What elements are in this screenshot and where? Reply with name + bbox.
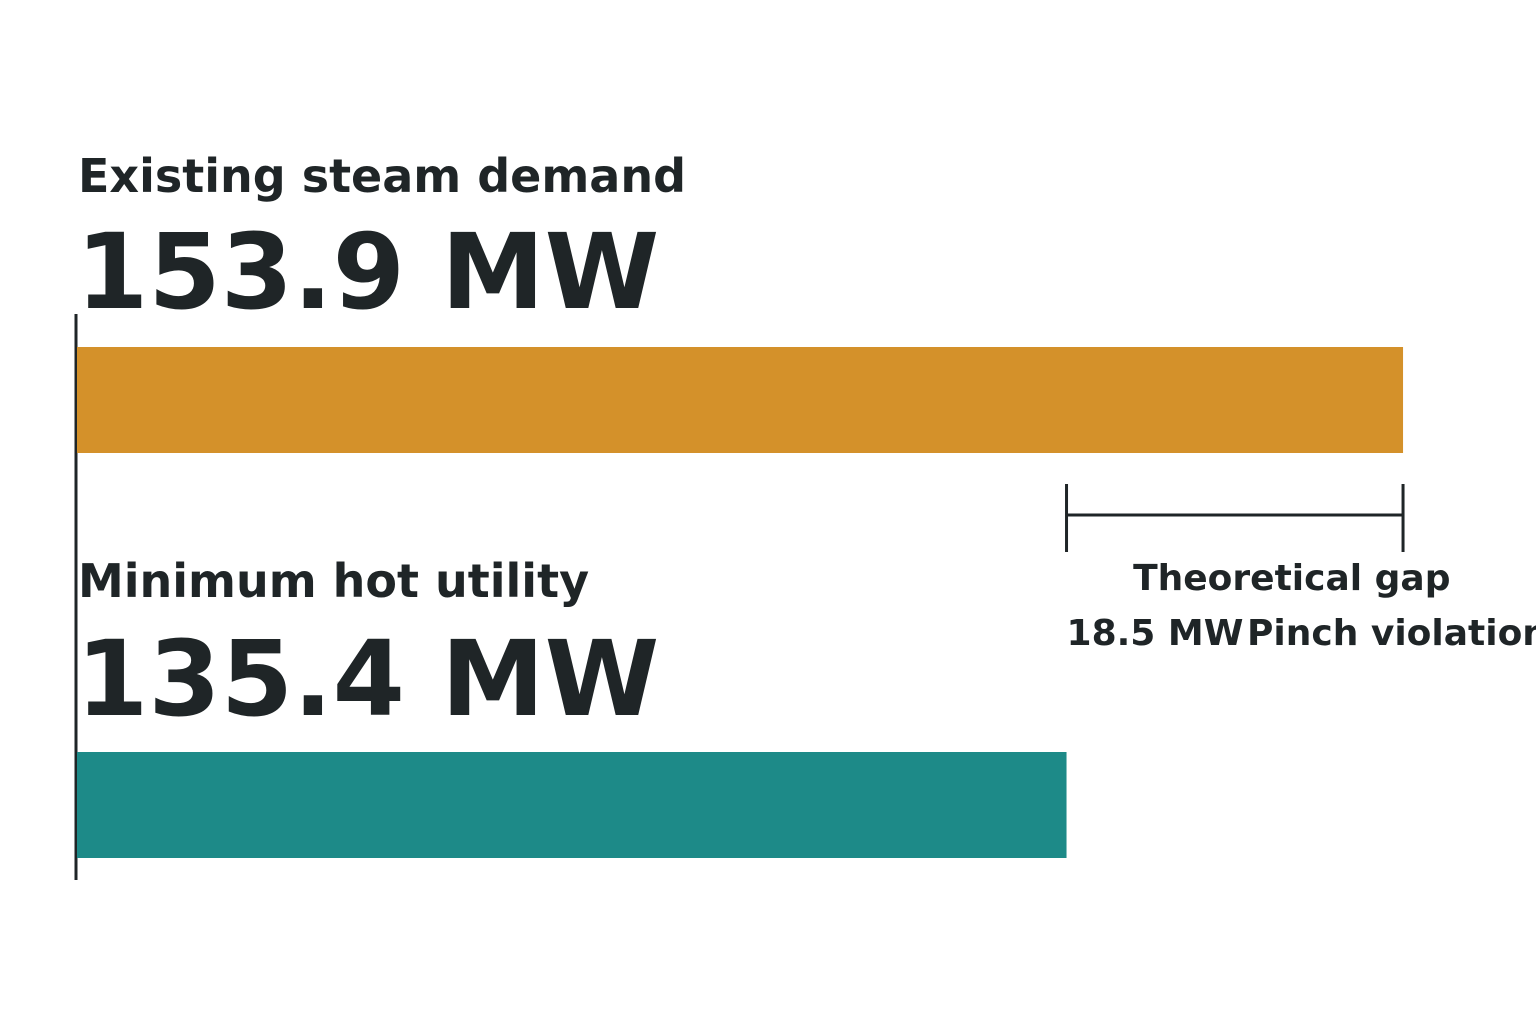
- value-label: 153.9 MW: [76, 211, 659, 333]
- gap-note: Pinch violations: [1247, 613, 1536, 654]
- gap-title: Theoretical gap: [1133, 558, 1450, 599]
- category-label: Existing steam demand: [78, 149, 686, 203]
- value-label: 135.4 MW: [76, 618, 659, 740]
- gap-value: 18.5 MW: [1067, 613, 1244, 654]
- bar: [77, 752, 1067, 858]
- category-label: Minimum hot utility: [78, 554, 589, 608]
- bar: [77, 347, 1404, 453]
